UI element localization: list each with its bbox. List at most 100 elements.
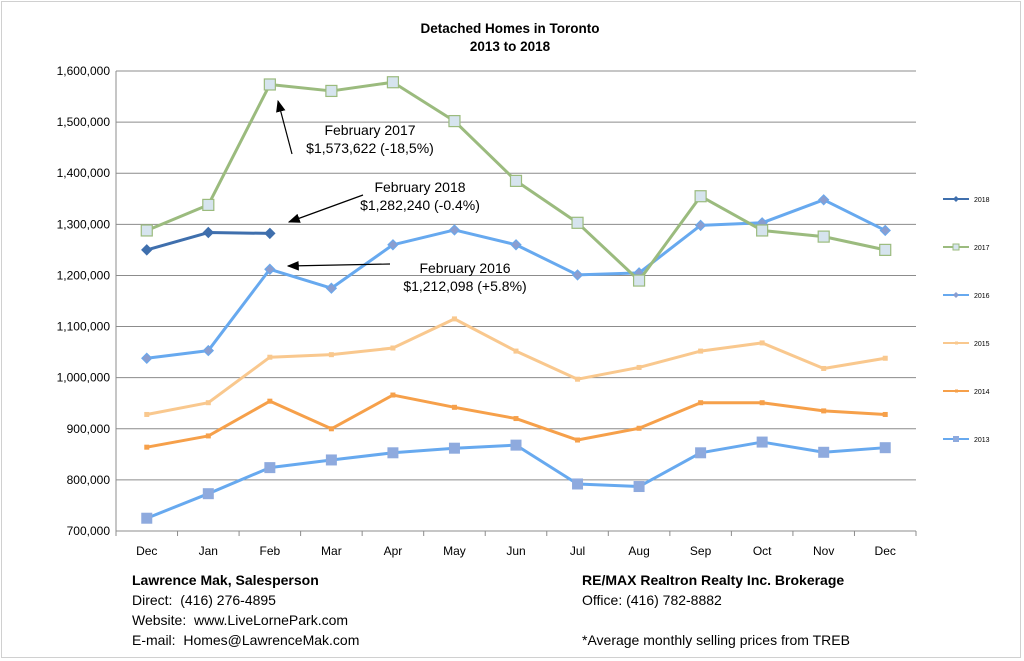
- data-point: [759, 400, 765, 406]
- data-point: [879, 224, 891, 237]
- data-point: [144, 444, 150, 450]
- data-point: [571, 216, 584, 229]
- data-point: [575, 437, 581, 443]
- data-source-note: *Average monthly selling prices from TRE…: [582, 632, 850, 648]
- data-point: [328, 352, 334, 358]
- data-point: [575, 376, 581, 382]
- data-point: [879, 243, 892, 256]
- data-point: [451, 316, 457, 322]
- data-point: [141, 512, 153, 524]
- data-point: [448, 442, 460, 454]
- x-tick-label: Dec: [875, 544, 896, 558]
- y-tick-label: 700,000: [67, 524, 111, 538]
- data-point: [513, 416, 519, 422]
- y-tick-label: 900,000: [67, 422, 111, 436]
- annotation-text: $1,573,622 (-18,5%): [306, 140, 434, 156]
- y-tick-label: 1,000,000: [57, 371, 111, 385]
- data-point: [390, 392, 396, 398]
- legend-label: 2015: [974, 341, 990, 348]
- y-tick-label: 1,300,000: [57, 217, 111, 231]
- data-point: [698, 400, 704, 406]
- data-point: [451, 404, 457, 410]
- data-point: [267, 398, 273, 404]
- data-point: [267, 354, 273, 360]
- annotation-arrow: [286, 260, 391, 271]
- series-2014: [144, 392, 888, 450]
- legend-item-2014: 2014: [943, 389, 990, 396]
- data-point: [633, 481, 645, 493]
- agent-contact-block: Lawrence Mak, Salesperson Direct: (416) …: [132, 570, 359, 650]
- legend-marker: [952, 243, 960, 251]
- y-tick-label: 1,400,000: [57, 166, 111, 180]
- data-point: [879, 442, 891, 454]
- chart-title-line-2: 2013 to 2018: [470, 39, 551, 54]
- legend-label: 2013: [974, 437, 990, 444]
- legend-marker: [953, 292, 959, 298]
- annotation-text: February 2017: [324, 122, 415, 138]
- data-point: [636, 425, 642, 431]
- x-tick-label: Aug: [628, 544, 649, 558]
- y-tick-label: 1,500,000: [57, 115, 111, 129]
- data-point: [144, 411, 150, 417]
- data-point: [756, 224, 769, 237]
- data-point: [695, 447, 707, 459]
- series-2013: [141, 436, 891, 524]
- legend-marker: [953, 196, 959, 202]
- x-tick-label: Jun: [506, 544, 525, 558]
- agent-email: E-mail: Homes@LawrenceMak.com: [132, 632, 360, 648]
- x-tick-label: Jan: [199, 544, 218, 558]
- legend-label: 2018: [974, 197, 990, 204]
- annotation-text: $1,212,098 (+5.8%): [403, 278, 526, 294]
- data-point: [694, 219, 707, 232]
- data-point: [325, 84, 338, 98]
- data-point: [636, 364, 642, 370]
- data-point: [141, 244, 153, 256]
- series-line-2014: [146, 393, 886, 449]
- y-tick-label: 1,200,000: [57, 268, 111, 282]
- data-point: [202, 344, 215, 357]
- agent-website: Website: www.LiveLornePark.com: [132, 612, 349, 628]
- data-point: [205, 433, 211, 439]
- annotation-text: February 2018: [374, 179, 465, 195]
- agent-name: Lawrence Mak, Salesperson: [132, 572, 319, 588]
- data-point: [821, 365, 827, 371]
- data-point: [328, 426, 334, 432]
- legend-item-2015: 2015: [943, 341, 990, 348]
- annotation-arrow: [276, 99, 293, 155]
- legend-item-2013: 2013: [943, 436, 990, 444]
- x-tick-label: Feb: [260, 544, 281, 558]
- annotation-arrow: [287, 194, 364, 223]
- data-point: [756, 436, 768, 448]
- data-point: [817, 230, 830, 243]
- data-point: [141, 352, 153, 364]
- y-tick-label: 800,000: [67, 473, 111, 487]
- legend-item-2017: 2017: [943, 243, 990, 252]
- legend-label: 2016: [974, 293, 990, 300]
- x-tick-label: Nov: [813, 544, 834, 558]
- data-point: [818, 446, 830, 458]
- annotation-text: $1,282,240 (-0.4%): [360, 197, 480, 213]
- data-point: [140, 224, 153, 237]
- data-point: [205, 400, 211, 406]
- x-tick-label: Oct: [753, 544, 772, 558]
- agent-phone: Direct: (416) 276-4895: [132, 592, 276, 608]
- x-tick-label: Jul: [570, 544, 585, 558]
- data-point: [510, 439, 522, 451]
- x-tick-label: Sep: [690, 544, 712, 558]
- data-point: [510, 239, 522, 251]
- data-point: [632, 274, 646, 287]
- brokerage-office-phone: Office: (416) 782-8882: [582, 592, 722, 608]
- data-point: [513, 348, 519, 354]
- x-tick-label: Apr: [384, 544, 403, 558]
- data-point: [882, 411, 888, 417]
- data-point: [571, 269, 584, 281]
- chart-title-line-1: Detached Homes in Toronto: [420, 21, 599, 36]
- legend-item-2016: 2016: [943, 292, 990, 300]
- series-2018: [141, 226, 276, 256]
- data-point: [882, 355, 888, 361]
- series-2017: [140, 76, 892, 287]
- data-point: [509, 174, 523, 187]
- y-tick-label: 1,600,000: [57, 64, 111, 78]
